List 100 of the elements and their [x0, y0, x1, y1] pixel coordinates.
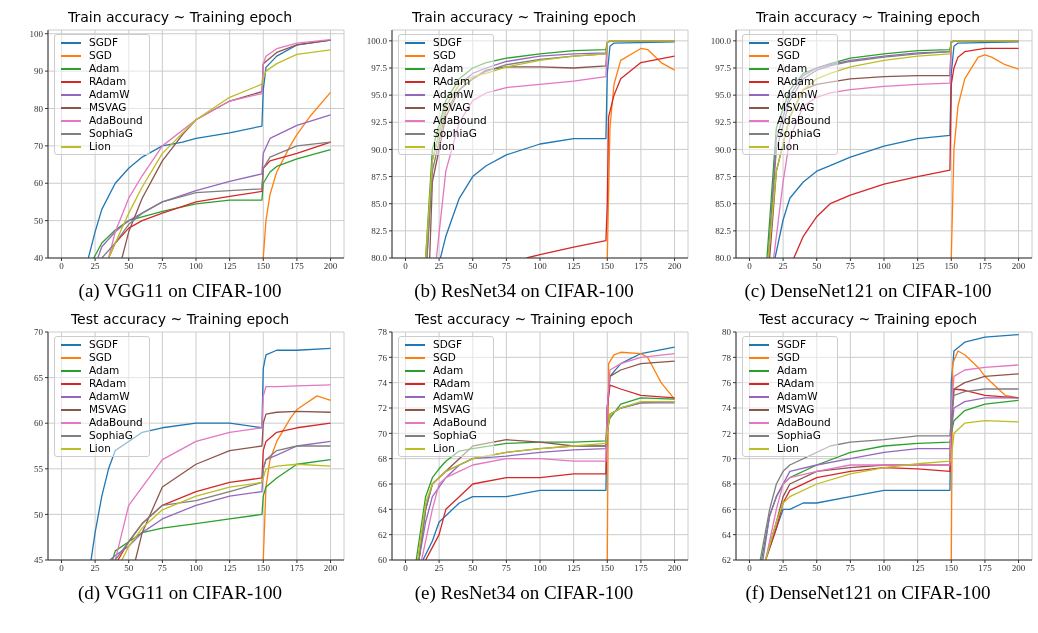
x-tick-label: 125 [910, 563, 925, 574]
text: (b) ResNet34 on CIFAR-100 [414, 280, 634, 302]
y-tick-label: 97.5 [715, 63, 732, 74]
x-tick-label: 75 [501, 261, 512, 272]
y-tick-label: 76 [378, 352, 388, 363]
legend-label: SGD [433, 351, 456, 364]
x-tick-label: 150 [600, 261, 615, 272]
y-tick-label: 100 [29, 28, 44, 39]
x-tick-label: 125 [222, 261, 237, 272]
y-tick-label: 70 [34, 141, 44, 152]
x-tick-label: 50 [124, 261, 134, 272]
legend-label: AdamW [433, 88, 474, 101]
x-tick-label: 75 [157, 261, 168, 272]
y-tick-label: 82.5 [715, 226, 732, 237]
legend-label: MSVAG [89, 403, 127, 416]
x-tick-label: 100 [533, 261, 548, 272]
x-tick-label: 100 [877, 261, 892, 272]
x-tick-label: 0 [403, 563, 409, 574]
x-tick-label: 25 [778, 563, 789, 574]
legend-label: SophiaG [433, 127, 477, 140]
x-tick-label: 175 [634, 563, 649, 574]
x-tick-label: 0 [403, 261, 409, 272]
y-tick-label: 55 [34, 463, 44, 474]
legend-label: SophiaG [777, 127, 821, 140]
y-tick-label: 50 [34, 509, 44, 520]
legend-label: SophiaG [89, 429, 133, 442]
legend-label: SGDF [777, 338, 806, 351]
legend-label: MSVAG [777, 403, 815, 416]
x-tick-label: 75 [157, 563, 168, 574]
x-tick-label: 150 [256, 563, 271, 574]
legend-label: Adam [89, 62, 120, 75]
legend-label: AdaBound [433, 114, 487, 127]
y-tick-label: 60 [378, 555, 388, 566]
x-tick-label: 175 [978, 261, 993, 272]
text: (f) DenseNet121 on CIFAR-100 [745, 582, 991, 604]
y-tick-label: 80 [722, 327, 732, 338]
legend-label: Adam [433, 364, 464, 377]
y-tick-label: 85.0 [371, 198, 388, 209]
y-tick-label: 76 [722, 377, 732, 388]
x-tick-label: 75 [501, 563, 512, 574]
y-tick-label: 78 [378, 327, 388, 338]
x-tick-label: 100 [189, 261, 204, 272]
x-tick-label: 150 [600, 563, 615, 574]
y-tick-label: 80.0 [715, 253, 732, 264]
legend-label: Lion [89, 442, 111, 455]
y-tick-label: 65 [34, 372, 44, 383]
legend-label: AdaBound [777, 114, 831, 127]
x-tick-label: 200 [667, 563, 682, 574]
text: (d) VGG11 on CIFAR-100 [78, 582, 282, 604]
x-tick-label: 200 [1011, 563, 1026, 574]
x-tick-label: 125 [566, 261, 581, 272]
legend-label: AdaBound [89, 416, 143, 429]
x-tick-label: 0 [747, 261, 753, 272]
x-tick-label: 25 [778, 261, 789, 272]
legend-label: AdamW [777, 88, 818, 101]
y-tick-label: 85.0 [715, 198, 732, 209]
legend-label: SGD [777, 351, 800, 364]
x-tick-label: 100 [877, 563, 892, 574]
y-tick-label: 60 [34, 418, 44, 429]
legend-label: MSVAG [433, 101, 471, 114]
y-tick-label: 95.0 [715, 90, 732, 101]
legend-label: Adam [433, 62, 464, 75]
x-tick-label: 0 [747, 563, 753, 574]
y-tick-label: 90.0 [371, 144, 388, 155]
y-tick-label: 90 [34, 66, 44, 77]
y-tick-label: 64 [378, 504, 388, 515]
x-tick-label: 200 [323, 261, 338, 272]
y-tick-label: 62 [722, 555, 731, 566]
legend-label: Adam [777, 364, 808, 377]
y-tick-label: 92.5 [715, 117, 732, 128]
x-tick-label: 25 [434, 563, 445, 574]
y-tick-label: 66 [722, 504, 732, 515]
legend-label: AdaBound [433, 416, 487, 429]
y-tick-label: 78 [722, 352, 732, 363]
y-tick-label: 92.5 [371, 117, 388, 128]
y-tick-label: 72 [378, 403, 387, 414]
y-tick-label: 74 [722, 403, 732, 414]
y-tick-label: 72 [722, 428, 731, 439]
legend-label: Lion [433, 442, 455, 455]
y-tick-label: 50 [34, 215, 44, 226]
y-tick-label: 40 [34, 253, 44, 264]
legend-label: Adam [777, 62, 808, 75]
legend-label: SDGF [433, 36, 462, 49]
legend-label: MSVAG [433, 403, 471, 416]
x-tick-label: 75 [845, 261, 856, 272]
x-tick-label: 50 [124, 563, 134, 574]
x-tick-label: 25 [90, 563, 101, 574]
x-tick-label: 200 [1011, 261, 1026, 272]
x-tick-label: 0 [59, 261, 65, 272]
x-tick-label: 100 [533, 563, 548, 574]
chart-title: Test accuracy ~ Training epoch [70, 310, 290, 328]
x-tick-label: 125 [910, 261, 925, 272]
chart-title: Train accuracy ~ Training epoch [411, 8, 637, 26]
y-tick-label: 87.5 [715, 171, 732, 182]
legend-label: SGD [89, 351, 112, 364]
legend-label: Lion [433, 140, 455, 153]
x-tick-label: 125 [222, 563, 237, 574]
legend-label: SGD [777, 49, 800, 62]
chart-title: Train accuracy ~ Training epoch [67, 8, 293, 26]
x-tick-label: 50 [812, 563, 822, 574]
